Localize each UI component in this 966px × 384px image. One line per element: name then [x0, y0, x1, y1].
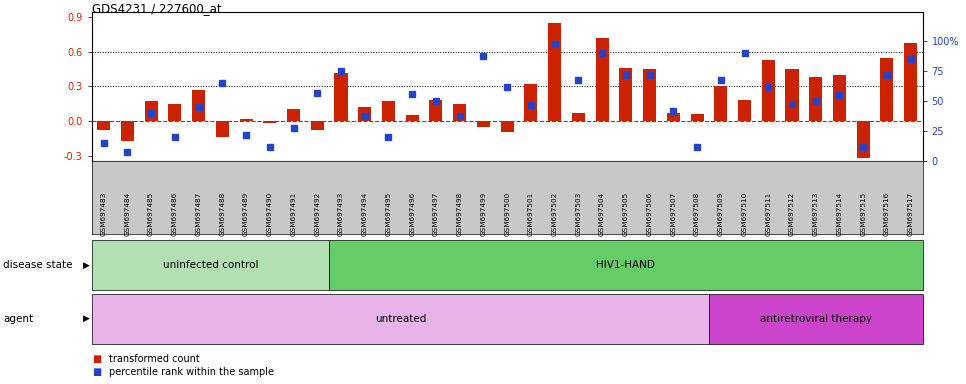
- Text: antiretroviral therapy: antiretroviral therapy: [759, 314, 871, 324]
- Bar: [311, 121, 324, 130]
- Bar: [406, 115, 418, 121]
- Bar: [572, 113, 584, 121]
- Bar: [240, 119, 252, 121]
- Bar: [453, 104, 467, 121]
- Text: untreated: untreated: [375, 314, 426, 324]
- Bar: [810, 77, 822, 121]
- Text: transformed count: transformed count: [109, 354, 200, 364]
- Bar: [691, 114, 703, 121]
- Bar: [880, 58, 894, 121]
- Bar: [738, 100, 751, 121]
- Text: GDS4231 / 227600_at: GDS4231 / 227600_at: [92, 2, 221, 15]
- Bar: [596, 38, 609, 121]
- Text: HIV1-HAND: HIV1-HAND: [596, 260, 655, 270]
- Bar: [833, 75, 846, 121]
- Bar: [334, 73, 348, 121]
- Bar: [192, 90, 205, 121]
- Bar: [145, 101, 157, 121]
- Bar: [477, 121, 490, 127]
- Bar: [762, 60, 775, 121]
- Bar: [667, 113, 680, 121]
- Bar: [525, 84, 537, 121]
- Bar: [264, 121, 276, 123]
- Bar: [168, 104, 182, 121]
- Text: disease state: disease state: [3, 260, 72, 270]
- Bar: [98, 121, 110, 130]
- Bar: [121, 121, 134, 141]
- Bar: [619, 68, 633, 121]
- Bar: [358, 107, 371, 121]
- Bar: [904, 43, 917, 121]
- Bar: [548, 23, 561, 121]
- Bar: [215, 121, 229, 137]
- Bar: [643, 69, 656, 121]
- Bar: [714, 86, 727, 121]
- Text: agent: agent: [3, 314, 33, 324]
- Bar: [785, 69, 799, 121]
- Bar: [857, 121, 869, 158]
- Bar: [382, 101, 395, 121]
- Bar: [287, 109, 300, 121]
- Text: ▶: ▶: [83, 314, 90, 323]
- Text: percentile rank within the sample: percentile rank within the sample: [109, 367, 274, 377]
- Text: uninfected control: uninfected control: [162, 260, 258, 270]
- Text: ■: ■: [92, 354, 101, 364]
- Text: ■: ■: [92, 367, 101, 377]
- Bar: [430, 100, 442, 121]
- Text: ▶: ▶: [83, 260, 90, 270]
- Bar: [500, 121, 514, 132]
